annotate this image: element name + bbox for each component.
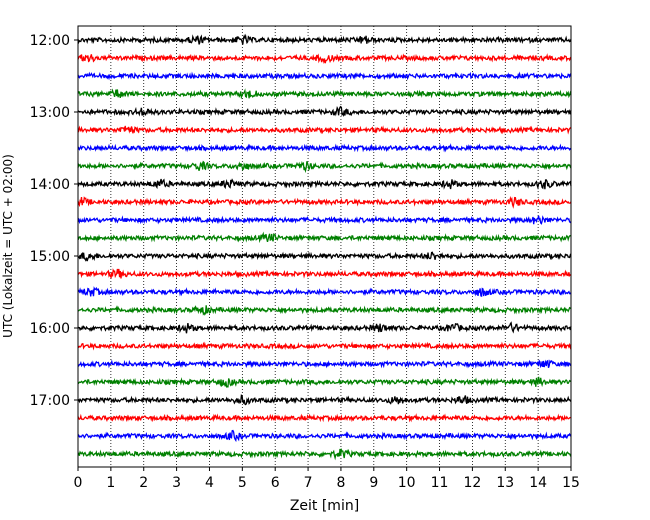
- y-tick-label-1200: 12:00: [30, 33, 70, 49]
- x-axis-title: Zeit [min]: [290, 498, 359, 514]
- y-tick-label-1600: 16:00: [30, 321, 70, 337]
- trace-1500: [77, 251, 572, 262]
- trace-1615: [77, 341, 572, 351]
- trace-1315: [77, 125, 572, 135]
- x-tick-label-10: 10: [398, 475, 416, 491]
- y-tick-label-1300: 13:00: [30, 105, 70, 121]
- trace-1300: [77, 105, 572, 118]
- y-tick-label-1400: 14:00: [30, 177, 70, 193]
- x-tick-label-7: 7: [304, 475, 313, 491]
- trace-1330: [77, 143, 572, 153]
- trace-1245: [77, 88, 572, 100]
- plot-frame: [77, 25, 572, 468]
- x-tick-label-1: 1: [106, 475, 115, 491]
- trace-1200: [77, 33, 572, 45]
- trace-1345: [77, 160, 572, 174]
- y-tick-label-1700: 17:00: [30, 393, 70, 409]
- trace-1745: [77, 447, 572, 461]
- seismic-traces: [77, 33, 572, 461]
- y-tick-label-1500: 15:00: [30, 249, 70, 265]
- trace-1530: [77, 286, 572, 297]
- x-tick-label-13: 13: [496, 475, 514, 491]
- y-axis-ticks: 12:00 13:00 14:00 15:00 16:00 17:00: [30, 33, 78, 409]
- trace-1645: [77, 376, 572, 388]
- trace-1600: [77, 321, 572, 334]
- x-tick-label-0: 0: [74, 475, 83, 491]
- trace-1400: [77, 178, 572, 190]
- x-tick-label-4: 4: [205, 475, 214, 491]
- trace-1430: [77, 215, 572, 225]
- x-axis-ticks: 0 1 2 3 4 5 6 7 8 9 10 11 12 13 14 15: [74, 467, 580, 491]
- x-tick-label-5: 5: [238, 475, 247, 491]
- trace-1630: [77, 359, 572, 369]
- trace-1730: [77, 429, 572, 443]
- trace-1515: [77, 268, 572, 280]
- x-tick-label-2: 2: [139, 475, 148, 491]
- trace-1230: [77, 71, 572, 81]
- x-tick-label-11: 11: [431, 475, 449, 491]
- x-tick-label-9: 9: [369, 475, 378, 491]
- x-tick-label-8: 8: [336, 475, 345, 491]
- x-tick-label-12: 12: [463, 475, 481, 491]
- trace-1545: [77, 305, 572, 316]
- x-tick-label-14: 14: [529, 475, 547, 491]
- y-axis-title: UTC (Lokalzeit = UTC + 02:00): [1, 154, 15, 338]
- x-tick-label-6: 6: [271, 475, 280, 491]
- x-tick-label-15: 15: [562, 475, 580, 491]
- trace-1715: [77, 413, 572, 423]
- trace-1215: [77, 53, 572, 65]
- trace-1700: [77, 394, 572, 406]
- trace-1415: [77, 195, 572, 209]
- trace-1445: [77, 231, 572, 244]
- x-tick-label-3: 3: [172, 475, 181, 491]
